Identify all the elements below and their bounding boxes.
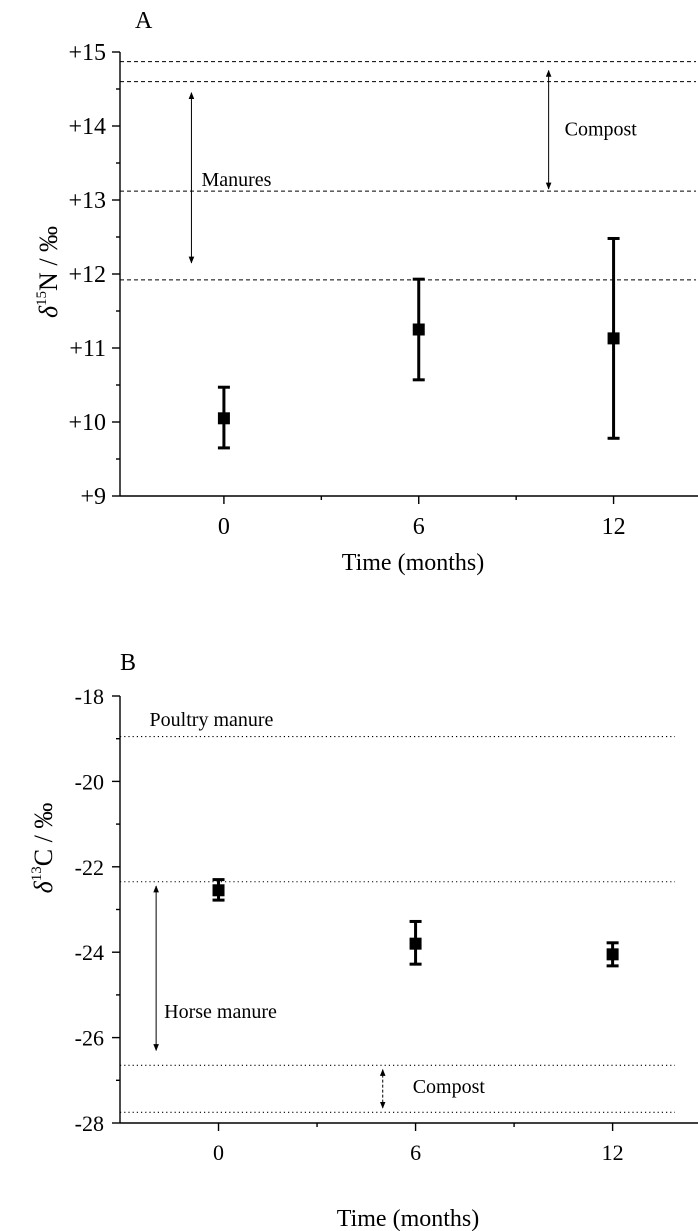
- panel-a-y-tick-label: +10: [68, 410, 106, 436]
- panel-b-axes: -28 -26 -24 -22 -20 -18 0 6 12: [75, 684, 698, 1165]
- panel-a-label: A: [135, 8, 153, 34]
- panel-b-y-tick-label: -28: [75, 1111, 104, 1136]
- panel-b-range-label: Compost: [413, 1076, 486, 1098]
- panel-a-data-point: [217, 412, 230, 425]
- panel-a-y-tick-label: +9: [80, 484, 106, 510]
- panel-a-data: [217, 236, 620, 450]
- panel-b-x-tick-label: 12: [602, 1140, 624, 1165]
- panel-a-y-tick-label: +11: [69, 336, 106, 362]
- panel-a-x-tick-label: 12: [602, 514, 626, 540]
- panel-b-x-tick-label: 6: [410, 1140, 421, 1165]
- panel-a-axes: +9 +10 +11 +12 +13 +14 +15 0 6 12: [68, 40, 698, 540]
- panel-a-range-label: Manures: [201, 169, 271, 191]
- panel-b-data-point: [606, 948, 619, 961]
- panel-b-annotation: Poultry manure: [150, 709, 274, 731]
- panel-b-y-tick-label: -26: [75, 1026, 104, 1051]
- panel-b-reference-lines: [120, 736, 675, 1113]
- panel-b-range-label: Horse manure: [164, 1001, 277, 1023]
- panel-b-range-arrows: Horse manure Compost Poultry manure: [150, 709, 486, 1109]
- panel-a-y-tick-label: +14: [68, 114, 106, 140]
- panel-a-range-label: Compost: [565, 119, 638, 141]
- panel-a-data-point: [412, 323, 425, 336]
- panel-a-y-tick-label: +13: [68, 188, 106, 214]
- panel-a-x-tick-label: 6: [413, 514, 425, 540]
- panel-b-y-tick-label: -22: [75, 855, 104, 880]
- panel-b-x-tick-label: 0: [213, 1140, 224, 1165]
- panel-a-reference-lines: [120, 61, 696, 281]
- panel-a-data-point: [607, 332, 620, 345]
- panel-b-y-axis-title: δ13C / ‰: [29, 803, 58, 894]
- panel-b-data: [212, 878, 619, 968]
- panel-b-y-tick-label: -18: [75, 684, 104, 709]
- panel-b-data-point: [212, 884, 225, 897]
- panel-a-y-axis-title: δ15N / ‰: [34, 226, 63, 318]
- panel-a-chart: A Manures Compost +9 +10 +11 +12 +13 +14 +15 0 6 1…: [34, 8, 698, 576]
- panel-b-data-point: [409, 937, 422, 950]
- panel-b-y-tick-label: -20: [75, 769, 104, 794]
- panel-a-y-tick-label: +15: [68, 40, 106, 66]
- panel-b-label: B: [120, 650, 136, 676]
- panel-a-range-arrows: Manures Compost: [188, 69, 638, 264]
- panel-b-y-tick-label: -24: [75, 940, 104, 965]
- panel-a-y-tick-label: +12: [68, 262, 106, 288]
- panel-a-x-tick-label: 0: [218, 514, 230, 540]
- panel-a-x-axis-title: Time (months): [342, 550, 484, 576]
- panel-b-x-axis-title: Time (months): [337, 1206, 479, 1231]
